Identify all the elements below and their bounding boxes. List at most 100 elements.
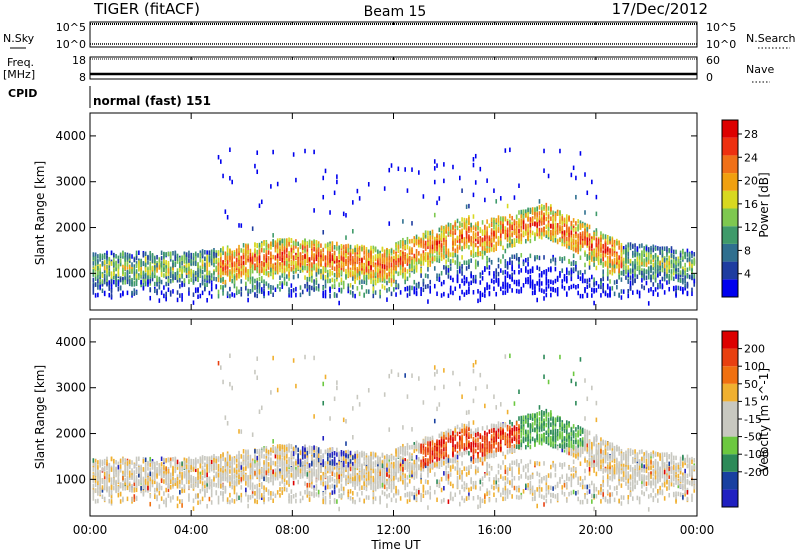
power-cell — [429, 285, 432, 291]
power-cell — [472, 278, 475, 283]
power-cell — [222, 173, 224, 179]
power-cell — [545, 206, 548, 212]
power-cell — [586, 293, 589, 298]
power-cell — [484, 246, 486, 251]
power-cell — [502, 284, 504, 289]
power-cell — [572, 246, 575, 252]
power-cell — [342, 256, 345, 262]
power-cell — [497, 278, 500, 284]
power-cell — [559, 219, 561, 225]
power-cell — [181, 266, 183, 271]
power-cell — [336, 174, 338, 179]
nsky-label: N.Sky — [3, 32, 35, 45]
power-cell — [461, 188, 463, 193]
power-cell — [611, 270, 614, 276]
power-cell — [167, 275, 170, 281]
power-cell — [461, 278, 463, 284]
ytick-label: 4000 — [55, 129, 86, 143]
power-cell — [486, 234, 488, 239]
power-cell — [565, 292, 568, 297]
power-cell — [559, 148, 561, 154]
power-cell — [144, 258, 147, 264]
velocity-cell — [138, 467, 140, 473]
power-cell — [92, 290, 95, 295]
power-cell — [256, 277, 259, 283]
power-cell — [333, 278, 336, 284]
power-cell — [652, 265, 655, 271]
power-cell — [363, 275, 366, 280]
power-cell — [481, 220, 484, 225]
power-cell — [286, 238, 288, 243]
power-cell — [659, 271, 661, 277]
power-cell — [179, 261, 181, 267]
power-cell — [488, 240, 491, 246]
power-cell — [481, 242, 484, 247]
power-cell — [504, 269, 507, 275]
power-cell — [390, 265, 393, 271]
power-cell — [156, 268, 158, 273]
power-cell — [322, 247, 325, 253]
power-cell — [317, 241, 320, 246]
power-cell — [126, 290, 129, 296]
power-cell — [404, 252, 406, 257]
power-cell — [379, 250, 381, 256]
power-cell — [381, 269, 384, 274]
power-cell — [242, 243, 245, 248]
power-cell — [472, 214, 475, 219]
power-cell — [502, 254, 504, 259]
power-cell — [479, 251, 482, 257]
power-cell — [565, 214, 568, 219]
power-cell — [192, 261, 195, 266]
power-cell — [413, 260, 416, 265]
power-cell — [602, 250, 605, 255]
power-cell — [97, 292, 99, 298]
power-cell — [374, 256, 377, 262]
power-cell — [588, 261, 591, 266]
power-cell — [629, 258, 632, 264]
power-cell — [313, 265, 315, 271]
power-cell — [317, 251, 320, 257]
power-cell — [506, 286, 509, 291]
power-cell — [226, 266, 229, 272]
power-cell — [518, 289, 520, 294]
power-cell — [397, 262, 400, 268]
power-cell — [481, 270, 484, 275]
power-cell — [597, 244, 600, 249]
power-cell — [320, 250, 322, 256]
power-cell — [584, 232, 586, 237]
power-cell — [165, 291, 167, 297]
power-cell — [219, 159, 222, 164]
power-cell — [465, 204, 468, 209]
power-cell — [126, 279, 129, 285]
power-cell — [128, 267, 131, 272]
velocity-cell — [101, 488, 104, 493]
velocity-cell — [131, 475, 133, 480]
power-cell — [604, 291, 607, 297]
power-cell — [156, 277, 158, 283]
power-cell — [536, 210, 538, 215]
power-cell — [652, 282, 655, 287]
power-cell — [222, 277, 224, 282]
power-cell — [490, 238, 493, 243]
power-cell — [358, 249, 361, 255]
power-cell — [194, 256, 197, 261]
velocity-cell — [101, 485, 104, 490]
velocity-cell — [108, 469, 111, 474]
power-cell — [124, 257, 126, 262]
power-cell — [529, 233, 532, 238]
power-cell — [468, 216, 470, 222]
power-cell — [627, 268, 630, 273]
power-cell — [591, 244, 593, 249]
power-cell — [217, 277, 220, 283]
power-cell — [440, 243, 443, 248]
power-cell — [584, 269, 586, 275]
power-cell — [438, 234, 441, 240]
power-cell — [279, 238, 281, 243]
power-cell — [267, 283, 270, 288]
power-cell — [634, 273, 636, 278]
power-cell — [668, 264, 671, 270]
power-cell — [584, 222, 586, 228]
velocity-cell — [117, 477, 120, 483]
power-cell — [584, 288, 586, 294]
power-cell — [604, 262, 607, 267]
